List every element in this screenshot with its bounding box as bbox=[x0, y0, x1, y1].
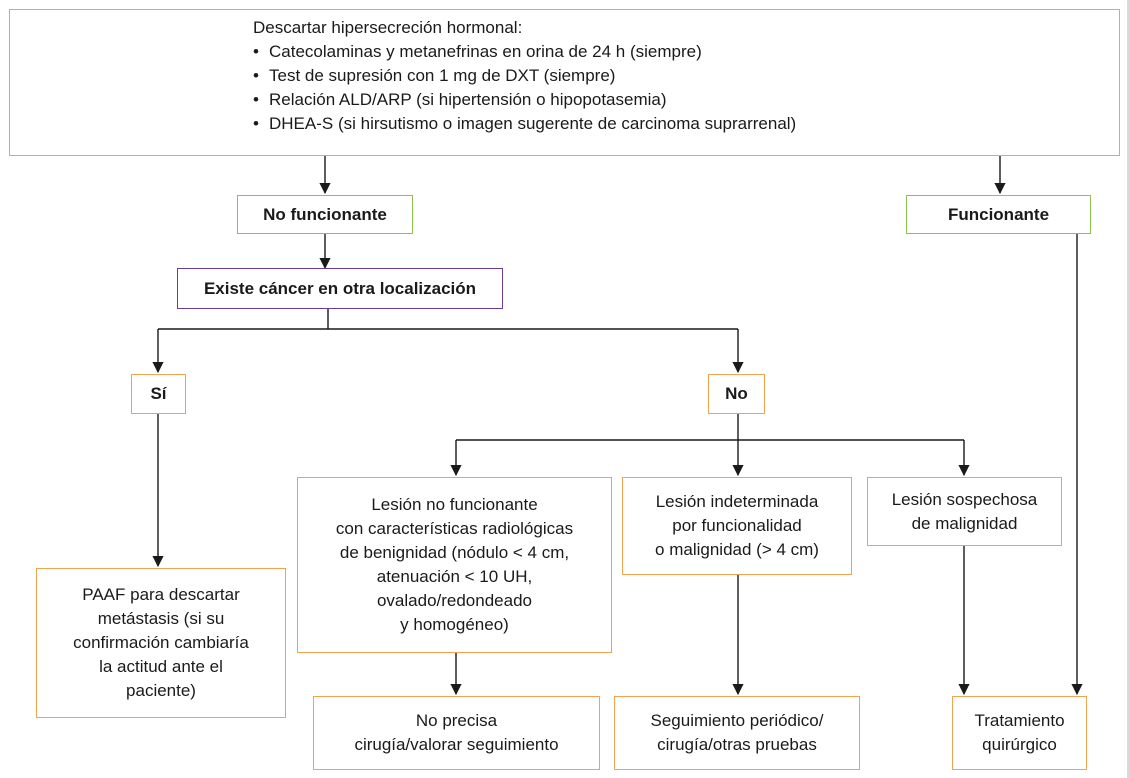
screening-item: Catecolaminas y metanefrinas en orina de… bbox=[253, 40, 1119, 64]
hormonal-screening-box: Descartar hipersecreción hormonal: Catec… bbox=[9, 9, 1120, 156]
screening-item: Test de supresión con 1 mg de DXT (siemp… bbox=[253, 64, 1119, 88]
no-box: No bbox=[708, 374, 765, 414]
seguimiento-box: Seguimiento periódico/ cirugía/otras pru… bbox=[614, 696, 860, 770]
lesion-sospechosa-box: Lesión sospechosa de malignidad bbox=[867, 477, 1062, 546]
paaf-box: PAAF para descartar metástasis (si su co… bbox=[36, 568, 286, 718]
no-precisa-box: No precisa cirugía/valorar seguimiento bbox=[313, 696, 600, 770]
tratamiento-box: Tratamiento quirúrgico bbox=[952, 696, 1087, 770]
si-box: Sí bbox=[131, 374, 186, 414]
page-edge bbox=[1127, 0, 1130, 778]
hormonal-screening-list: Catecolaminas y metanefrinas en orina de… bbox=[253, 40, 1119, 136]
hormonal-screening-title: Descartar hipersecreción hormonal: bbox=[253, 18, 523, 37]
lesion-no-funcionante-box: Lesión no funcionante con característica… bbox=[297, 477, 612, 653]
screening-item: Relación ALD/ARP (si hipertensión o hipo… bbox=[253, 88, 1119, 112]
funcionante-box: Funcionante bbox=[906, 195, 1091, 234]
no-funcionante-box: No funcionante bbox=[237, 195, 413, 234]
cancer-question-box: Existe cáncer en otra localización bbox=[177, 268, 503, 309]
lesion-indeterminada-box: Lesión indeterminada por funcionalidad o… bbox=[622, 477, 852, 575]
screening-item: DHEA-S (si hirsutismo o imagen sugerente… bbox=[253, 112, 1119, 136]
